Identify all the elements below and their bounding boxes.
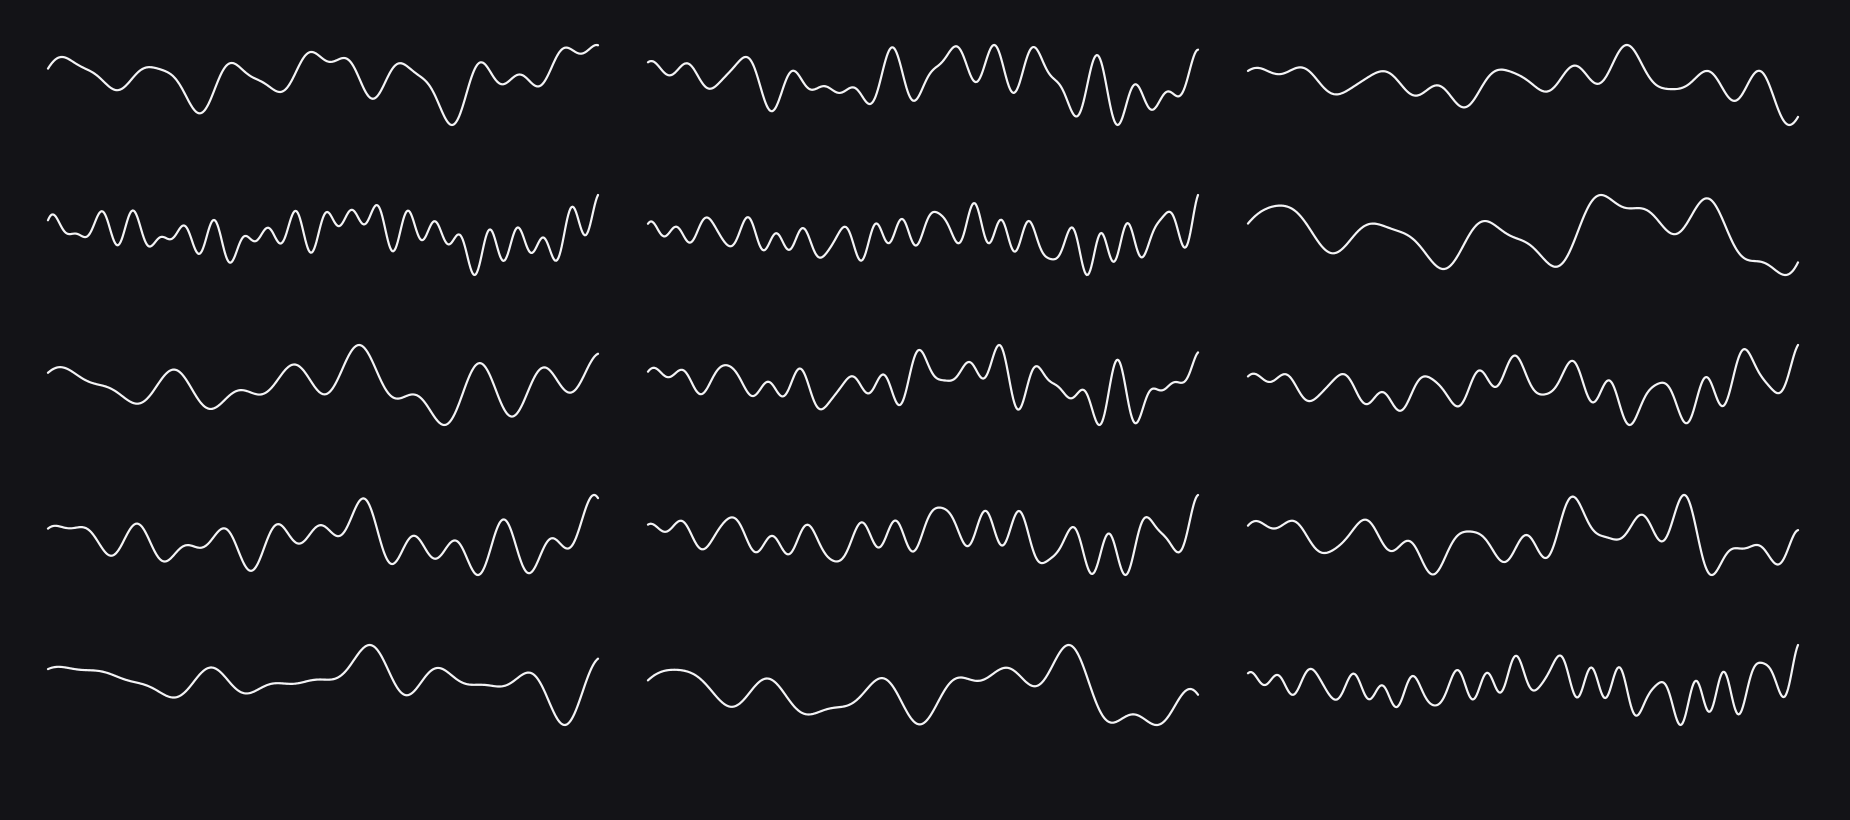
wave-line-c2-r4	[1246, 643, 1800, 727]
wave-line-c2-r1	[1246, 193, 1800, 277]
wave-line-c1-r0	[646, 43, 1200, 127]
wave-line-c0-r0	[46, 43, 600, 127]
waves-group	[46, 43, 1800, 727]
wave-line-c0-r4	[46, 643, 600, 727]
wave-line-c2-r2	[1246, 343, 1800, 427]
wave-line-c2-r3	[1246, 493, 1800, 577]
wave-line-c2-r0	[1246, 43, 1800, 127]
wave-line-c0-r1	[46, 193, 600, 277]
wave-line-c1-r3	[646, 493, 1200, 577]
wave-line-c0-r3	[46, 493, 600, 577]
wave-line-c1-r1	[646, 193, 1200, 277]
wave-line-c1-r2	[646, 343, 1200, 427]
wave-line-c1-r4	[646, 643, 1200, 727]
wave-line-c0-r2	[46, 343, 600, 427]
